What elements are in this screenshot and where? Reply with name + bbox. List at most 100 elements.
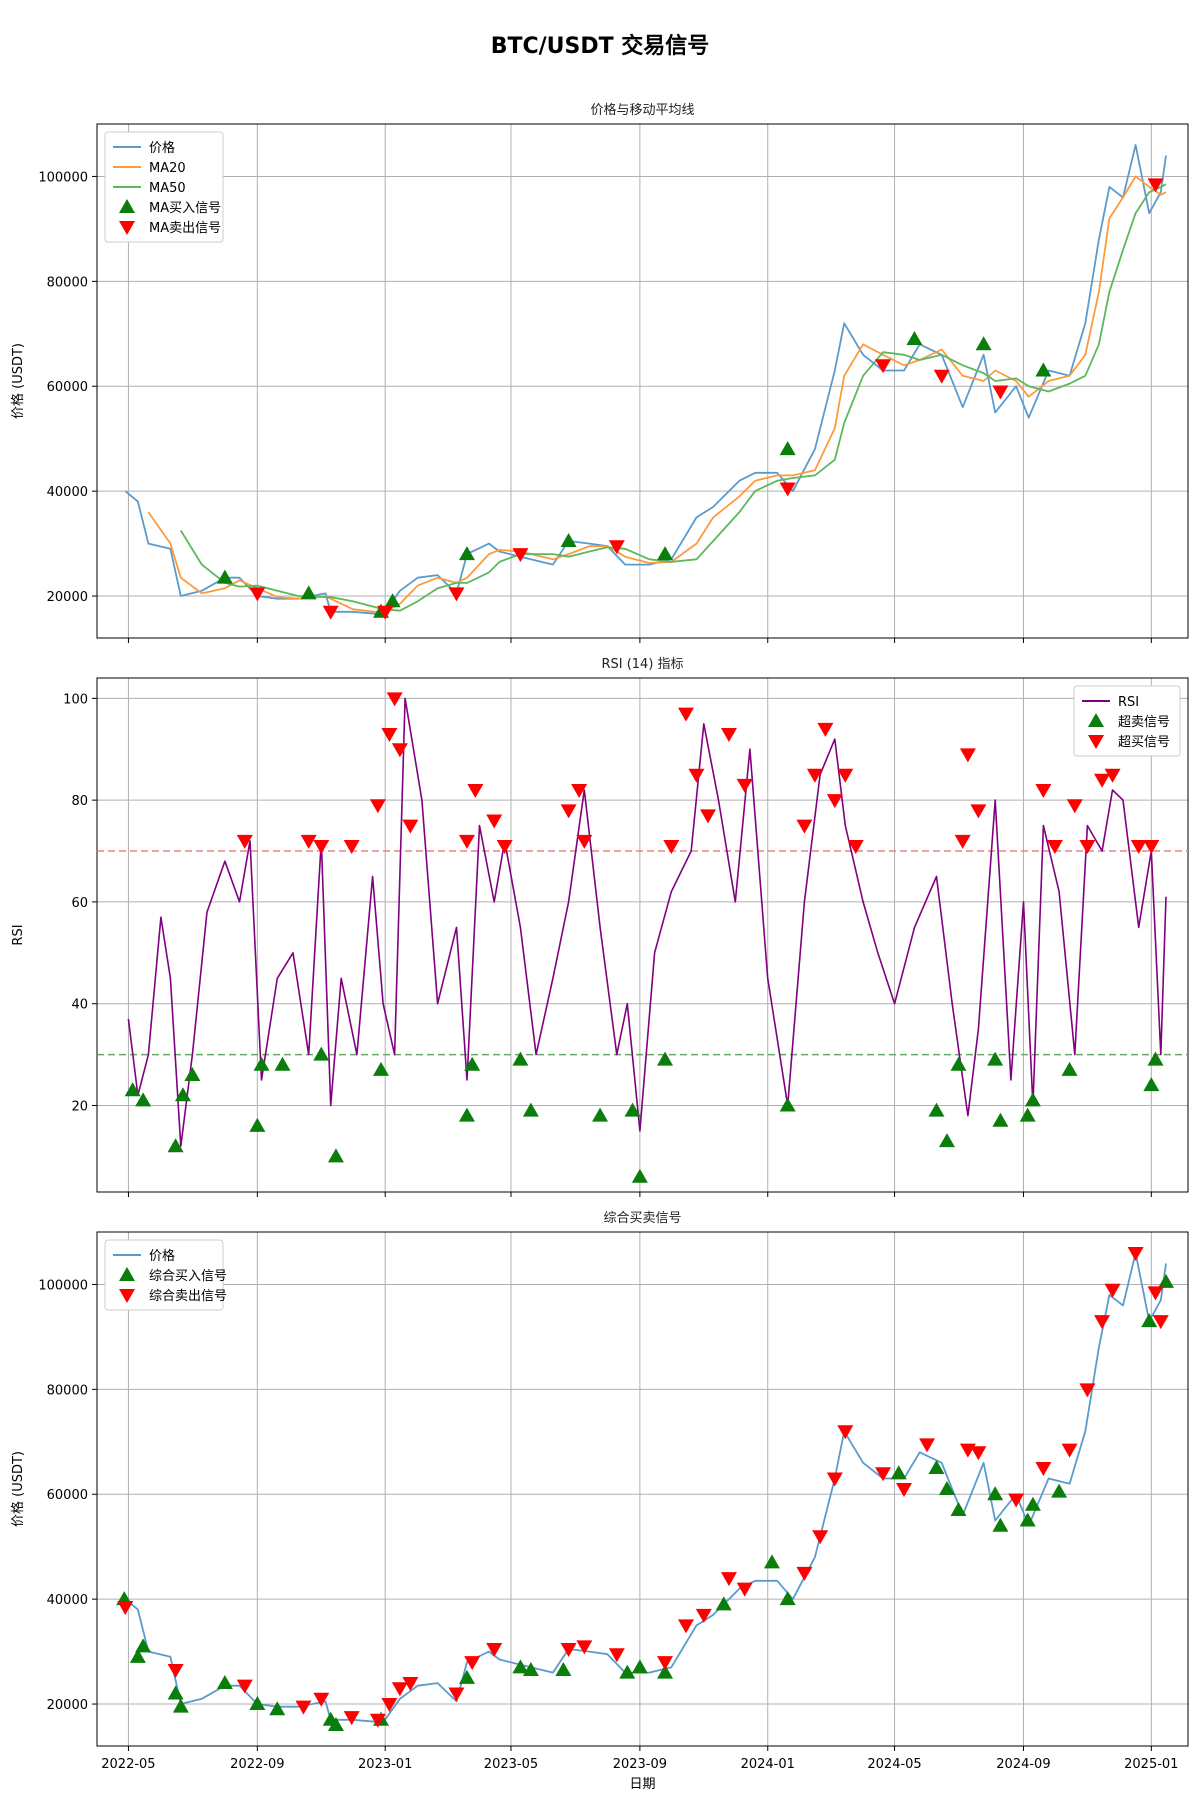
panel-title: RSI (14) 指标	[601, 657, 683, 672]
sell-signal-marker	[313, 1692, 330, 1707]
buy-signal-marker	[631, 1168, 648, 1183]
buy-signal-marker	[779, 441, 796, 456]
y-tick-label: 60	[71, 896, 88, 911]
y-tick-label: 80	[71, 794, 88, 809]
sell-signal-marker	[720, 727, 737, 742]
buy-signal-marker	[890, 1465, 907, 1480]
sell-signal-marker	[458, 834, 475, 849]
buy-signal-marker	[1141, 1313, 1158, 1328]
panel-title: 价格与移动平均线	[590, 102, 694, 118]
sell-signal-marker	[486, 1642, 503, 1657]
sell-signal-marker	[448, 587, 465, 602]
sell-signal-marker	[959, 748, 976, 763]
legend-label: MA50	[149, 181, 186, 196]
sell-signal-marker	[576, 1640, 593, 1655]
sell-signal-marker	[657, 1656, 674, 1671]
legend-swatch	[1088, 713, 1104, 727]
sell-signal-marker	[875, 1467, 892, 1482]
buy-signal-marker	[763, 1554, 780, 1569]
buy-signal-marker	[172, 1698, 189, 1713]
sell-signal-marker	[806, 768, 823, 783]
buy-signal-marker	[216, 569, 233, 584]
legend-swatch	[119, 199, 135, 213]
buy-signal-marker	[657, 1051, 674, 1066]
legend-label: 价格	[149, 140, 175, 156]
plot-frame	[96, 1231, 1189, 1747]
plot-frame	[96, 677, 1189, 1193]
sell-signal-marker	[1066, 799, 1083, 814]
sell-signal-marker	[933, 369, 950, 384]
sell-signal-marker	[895, 1483, 912, 1497]
y-tick-label: 80000	[47, 275, 88, 290]
y-tick-label: 60000	[47, 380, 88, 395]
y-axis-label: 价格 (USDT)	[10, 343, 26, 419]
buy-signal-marker	[1147, 1051, 1164, 1066]
sell-signal-marker	[1143, 839, 1160, 854]
sell-signal-marker	[875, 359, 892, 374]
sell-signal-marker	[970, 1446, 987, 1461]
buy-signal-marker	[253, 1056, 270, 1071]
sell-signal-marker	[736, 1582, 753, 1597]
sell-signal-marker	[369, 1713, 386, 1728]
legend-box	[104, 131, 224, 243]
sell-signal-marker	[992, 385, 1009, 400]
legend-label: 超卖信号	[1118, 715, 1170, 730]
sell-signal-marker	[1035, 1462, 1052, 1477]
x-tick-label: 2022-05	[101, 1757, 155, 1772]
sell-signal-marker	[313, 839, 330, 854]
buy-signal-marker	[512, 1051, 529, 1066]
buy-signal-marker	[124, 1082, 141, 1097]
legend-box	[104, 1239, 224, 1311]
x-tick-label: 2025-01	[1124, 1757, 1178, 1772]
x-tick-label: 2024-01	[741, 1757, 795, 1772]
buy-signal-marker	[458, 1107, 475, 1122]
buy-signal-marker	[592, 1107, 609, 1122]
buy-signal-marker	[1061, 1061, 1078, 1076]
sell-signal-marker	[1079, 839, 1096, 854]
buy-signal-marker	[184, 1066, 201, 1081]
buy-signal-marker	[1143, 1077, 1160, 1092]
buy-signal-marker	[624, 1102, 641, 1117]
y-tick-label: 100000	[38, 1278, 88, 1293]
buy-signal-marker	[313, 1046, 330, 1061]
y-tick-label: 20	[71, 1099, 88, 1114]
series-line-price	[124, 1252, 1167, 1724]
legend-label: 价格	[149, 1248, 175, 1264]
buy-signal-marker	[249, 1117, 266, 1132]
sell-signal-marker	[954, 834, 971, 849]
buy-signal-marker	[992, 1517, 1009, 1532]
y-tick-label: 100	[63, 692, 88, 707]
buy-signal-marker	[928, 1102, 945, 1117]
sell-signal-marker	[608, 1648, 625, 1663]
sell-signal-marker	[700, 809, 717, 824]
y-tick-label: 100000	[38, 170, 88, 185]
legend-label: MA20	[149, 161, 186, 176]
buy-signal-marker	[269, 1701, 286, 1716]
sell-signal-marker	[1094, 1315, 1111, 1330]
sell-signal-marker	[1008, 1493, 1025, 1508]
sell-signal-marker	[486, 814, 503, 829]
sell-signal-marker	[826, 794, 843, 809]
buy-signal-marker	[1019, 1512, 1036, 1527]
buy-signal-marker	[975, 336, 992, 351]
sell-signal-marker	[1046, 839, 1063, 854]
legend-swatch	[119, 1289, 135, 1303]
sell-signal-marker	[837, 1425, 854, 1440]
legend-swatch	[119, 1267, 135, 1281]
sell-signal-marker	[1094, 773, 1111, 788]
buy-signal-marker	[522, 1102, 539, 1117]
x-tick-label: 2024-09	[996, 1757, 1050, 1772]
sell-signal-marker	[448, 1687, 465, 1702]
buy-signal-marker	[373, 1061, 390, 1076]
buy-signal-marker	[779, 1097, 796, 1112]
legend-label: MA卖出信号	[149, 221, 221, 236]
sell-signal-marker	[402, 1677, 419, 1692]
buy-signal-marker	[1019, 1107, 1036, 1122]
buy-signal-marker	[1024, 1496, 1041, 1511]
sell-signal-marker	[381, 727, 398, 742]
buy-signal-marker	[135, 1638, 152, 1653]
y-tick-label: 40000	[47, 1593, 88, 1608]
